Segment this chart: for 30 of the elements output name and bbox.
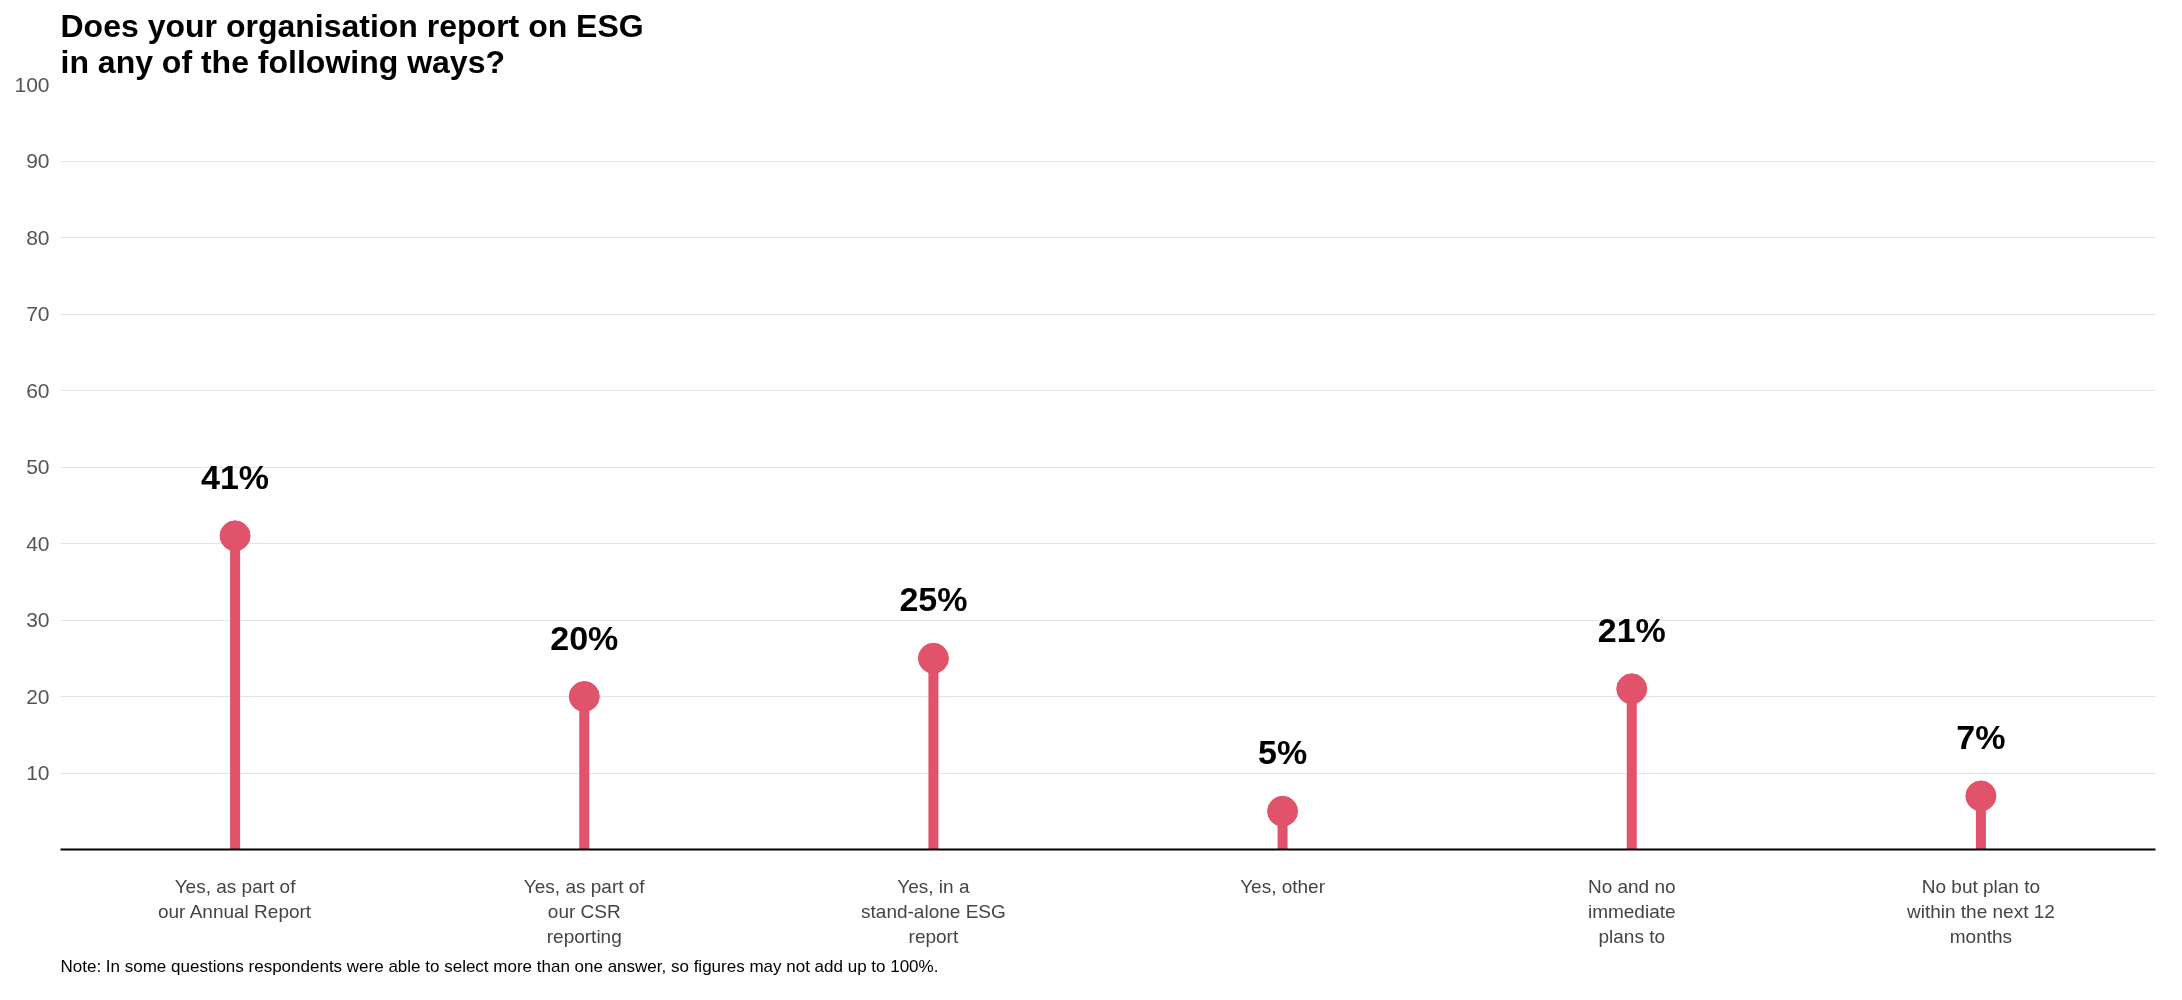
data-label: 5%	[1258, 733, 1308, 772]
chart-title: Does your organisation report on ESG in any of the following ways?	[60, 7, 644, 80]
data-label: 7%	[1956, 717, 2006, 756]
y-tick-label: 40	[26, 531, 50, 555]
y-tick-label: 10	[26, 761, 50, 784]
x-tick-label: Yes, as part of our Annual Report	[157, 875, 312, 922]
x-tick-label: Yes, other	[1240, 875, 1326, 897]
point	[219, 520, 251, 552]
point	[1616, 673, 1648, 705]
point	[917, 642, 949, 674]
y-tick-label: 70	[26, 302, 50, 325]
y-tick-label: 50	[26, 455, 50, 478]
data-label: 21%	[1597, 610, 1666, 649]
x-tick-label: No and no immediate plans to	[1587, 875, 1676, 947]
y-tick-label: 100	[14, 72, 50, 96]
data-label: 41%	[201, 457, 270, 496]
x-tick-label: Yes, as part of our CSR reporting	[523, 875, 646, 947]
data-label: 20%	[550, 618, 619, 657]
point	[1267, 795, 1299, 827]
y-tick-label: 90	[26, 149, 50, 172]
text: Note: In some questions respondents were able to select more than one answer, so figures may not add up to 100%.	[60, 956, 939, 976]
x-tick-label: Yes, in a stand-alone ESG report	[861, 875, 1006, 947]
y-tick-label: 20	[26, 684, 50, 708]
data-label: 25%	[899, 580, 968, 619]
point	[1965, 780, 1997, 812]
y-tick-label: 60	[26, 378, 50, 402]
y-tick-label: 30	[26, 608, 50, 631]
y-tick-label: 80	[26, 225, 50, 249]
point	[568, 681, 600, 712]
x-tick-label: No but plan to within the next 12 months	[1905, 875, 2055, 947]
